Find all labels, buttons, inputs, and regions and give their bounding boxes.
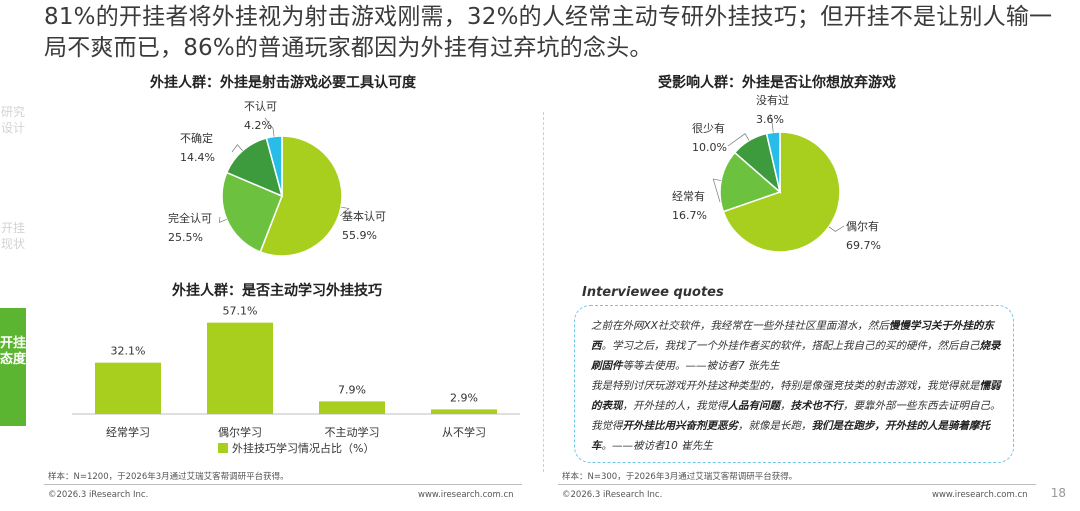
bar-legend: 外挂技巧学习情况占比（%） bbox=[218, 440, 374, 456]
pie-leader-line bbox=[769, 113, 774, 133]
quote-2: 我是特别讨厌玩游戏开外挂这种类型的，特别是像强竞技类的射击游戏，我觉得就是懦弱的… bbox=[591, 376, 1001, 456]
quotes-title: Interviewee quotes bbox=[582, 285, 724, 300]
quote-text: ， bbox=[780, 400, 791, 412]
pie-slice bbox=[765, 131, 781, 193]
quote-text: 之前在外网XX社交软件，我经常在一些外挂社区里面潜水，然后 bbox=[591, 320, 889, 332]
bar-value-label: 57.1% bbox=[223, 305, 258, 318]
quote-emphasis: 技术也不行 bbox=[790, 400, 844, 412]
quote-emphasis: 开外挂比用兴奋剂更恶劣 bbox=[622, 420, 739, 432]
bar-chart-learn-cheat: 32.1% 经常学习 57.1% 偶尔学习 7.9% 不主动学习 2.9% 从不学习 bbox=[72, 305, 520, 439]
bar-legend-label: 外挂技巧学习情况占比（%） bbox=[232, 442, 375, 455]
pie-slice bbox=[259, 135, 343, 257]
pie1-title: 外挂人群：外挂是射击游戏必要工具认可度 bbox=[150, 75, 416, 91]
sidebar-item-research-design[interactable]: 研究设计 bbox=[0, 105, 25, 135]
bar-category-label: 经常学习 bbox=[106, 425, 150, 439]
bar-value-label: 7.9% bbox=[338, 383, 366, 396]
pie-slice-value: 14.4% bbox=[180, 151, 215, 164]
pie-slice bbox=[719, 151, 782, 213]
quote-text: ，就像是长跑， bbox=[738, 420, 812, 432]
bar-category-label: 偶尔学习 bbox=[218, 425, 262, 439]
page-number: 18 bbox=[1050, 486, 1066, 500]
quote-emphasis: 我们是在跑步，开外挂的人是骑着摩托车 bbox=[591, 420, 990, 452]
bar bbox=[207, 322, 273, 414]
quote-text: 等等去使用。——被访者7 张先生 bbox=[622, 360, 780, 372]
footer-line-left bbox=[44, 484, 522, 485]
pie-slice-label: 不认可 bbox=[244, 100, 277, 113]
pie-slice-value: 16.7% bbox=[672, 209, 707, 222]
quote-emphasis: 懦弱的表现 bbox=[591, 380, 1001, 412]
quote-emphasis: 慢慢学习关于外挂的东西 bbox=[591, 320, 994, 352]
pie-slice-value: 69.7% bbox=[846, 239, 881, 252]
bar-title: 外挂人群：是否主动学习外挂技巧 bbox=[172, 283, 382, 299]
pie-leader-line bbox=[712, 178, 722, 203]
pie-slice bbox=[265, 135, 283, 197]
quote-text: 我是特别讨厌玩游戏开外挂这种类型的，特别是像强竞技类的射击游戏，我觉得就是 bbox=[591, 380, 980, 392]
pie-slice-label: 完全认可 bbox=[168, 211, 212, 225]
legend-swatch bbox=[218, 443, 228, 453]
pie-slice-value: 25.5% bbox=[168, 231, 203, 244]
pie-slice-label: 没有过 bbox=[756, 93, 789, 107]
pie-slice-value: 10.0% bbox=[692, 141, 727, 154]
bar-value-label: 2.9% bbox=[450, 391, 478, 404]
pie-leader-line bbox=[264, 117, 275, 137]
footnote-right: 样本：N=300，于2026年3月通过艾瑞艾客帮调研平台获得。 bbox=[562, 472, 798, 482]
pie2-title: 受影响人群：外挂是否让你想放弃游戏 bbox=[658, 75, 896, 91]
footer-url-right[interactable]: www.iresearch.com.cn bbox=[932, 490, 1028, 500]
sidebar-item-cheat-status[interactable]: 开挂现状 bbox=[0, 221, 25, 251]
pie-leader-line bbox=[339, 206, 350, 217]
pie-slice-label: 很少有 bbox=[692, 121, 725, 135]
pie-slice-value: 4.2% bbox=[244, 119, 272, 132]
quote-text: 。学习之后，我找了一个外挂作者买的软件，搭配上我自己的买的硬件，然后自己 bbox=[601, 340, 980, 352]
footer-copyright-right: ©2026.3 iResearch Inc. bbox=[562, 490, 663, 500]
pie-slice-label: 经常有 bbox=[672, 189, 705, 203]
bar bbox=[95, 362, 161, 414]
headline: 81%的开挂者将外挂视为射击游戏刚需，32%的人经常主动专研外挂技巧；但开挂不是… bbox=[44, 4, 1053, 61]
sidebar-item-cheat-attitude[interactable]: 开挂态度 bbox=[0, 308, 26, 426]
quote-text: 。——被访者10 崔先生 bbox=[601, 440, 713, 452]
quote-text: ，要靠外部一些东西去证明自己。我觉得 bbox=[591, 400, 1001, 432]
pie-slice bbox=[722, 131, 841, 253]
bar bbox=[431, 409, 497, 414]
divider bbox=[543, 112, 544, 472]
pie-slice-value: 55.9% bbox=[342, 229, 377, 242]
bar-value-label: 32.1% bbox=[111, 345, 146, 358]
pie-leader-line bbox=[828, 225, 845, 232]
pie-chart-quit-game: 偶尔有 69.7% 经常有 16.7% 很少有 10.0% 没有过 3.6% bbox=[672, 93, 881, 253]
pie-leader-line bbox=[231, 144, 243, 153]
pie-leader-line bbox=[218, 216, 227, 223]
pie-slice-label: 基本认可 bbox=[342, 209, 386, 223]
footer-line-right bbox=[558, 484, 1036, 485]
bar-category-label: 不主动学习 bbox=[325, 425, 380, 439]
footer-url-left[interactable]: www.iresearch.com.cn bbox=[418, 490, 514, 500]
quote-1: 之前在外网XX社交软件，我经常在一些外挂社区里面潜水，然后慢慢学习关于外挂的东西… bbox=[591, 316, 1001, 376]
quote-emphasis: 烧录刷固件 bbox=[591, 340, 1001, 372]
bar bbox=[319, 401, 385, 414]
pie-slice-label: 偶尔有 bbox=[846, 219, 879, 233]
footnote-left: 样本：N=1200，于2026年3月通过艾瑞艾客帮调研平台获得。 bbox=[48, 472, 289, 482]
pie-slice-label: 不确定 bbox=[180, 131, 213, 145]
pie-chart-cheat-necessity: 基本认可 55.9% 完全认可 25.5% 不确定 14.4% 不认可 4.2% bbox=[168, 100, 386, 257]
bar-category-label: 从不学习 bbox=[442, 425, 486, 439]
pie-slice-value: 3.6% bbox=[756, 113, 784, 126]
quote-emphasis: 人品有问题 bbox=[727, 400, 781, 412]
pie-slice bbox=[225, 137, 284, 198]
quotes-box: 之前在外网XX社交软件，我经常在一些外挂社区里面潜水，然后慢慢学习关于外挂的东西… bbox=[574, 305, 1014, 463]
quote-text: ，开外挂的人，我觉得 bbox=[622, 400, 728, 412]
pie-leader-line bbox=[727, 133, 750, 147]
footer-copyright-left: ©2026.3 iResearch Inc. bbox=[48, 490, 149, 500]
pie-slice bbox=[221, 171, 283, 253]
